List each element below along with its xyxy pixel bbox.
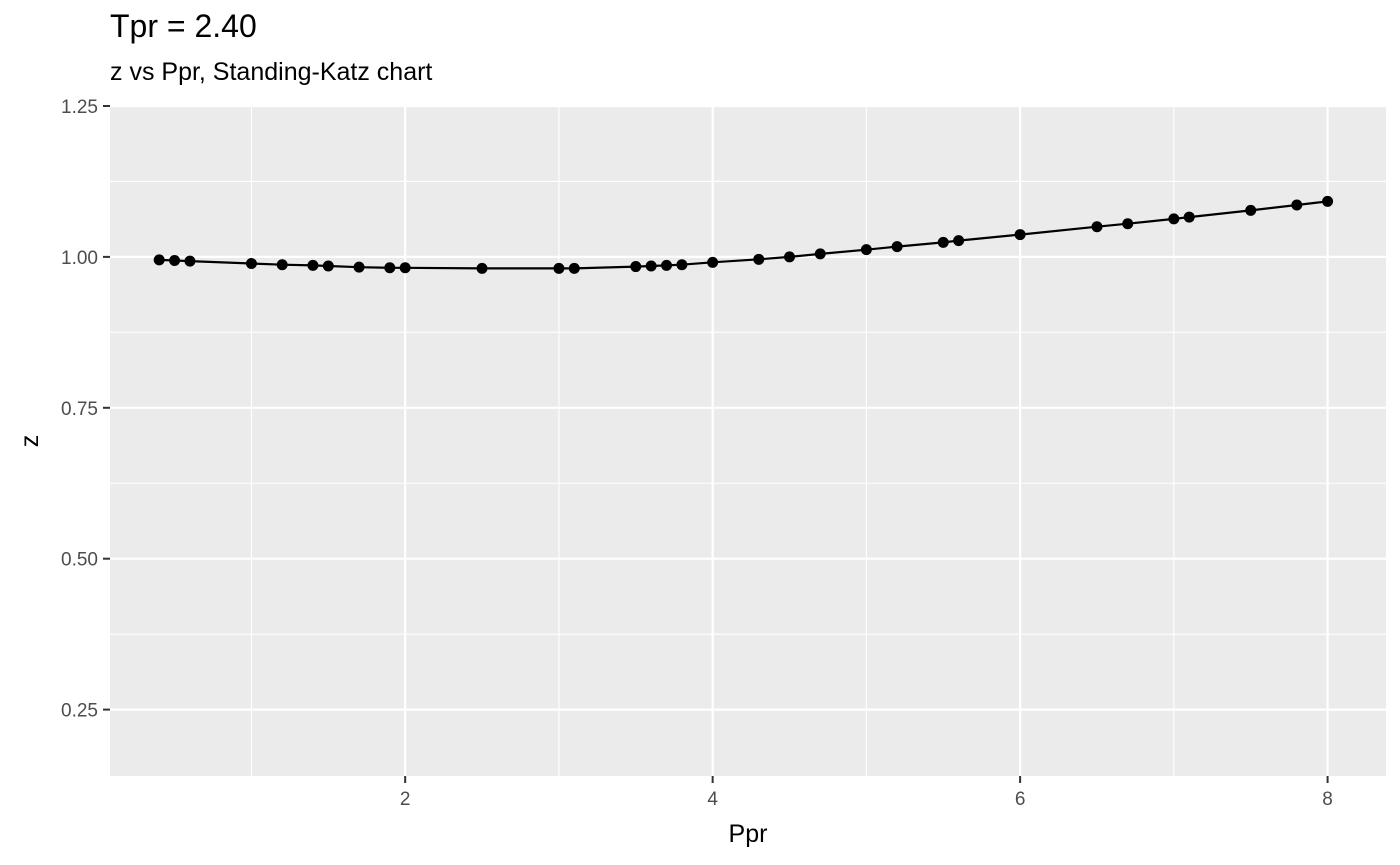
data-point (1014, 229, 1026, 241)
plot-panel (110, 106, 1386, 776)
y-tick-label: 0.50 (61, 550, 98, 571)
data-point (1168, 213, 1180, 225)
x-tick-label: 2 (400, 789, 411, 810)
x-tick-label: 6 (1015, 789, 1026, 810)
data-point (399, 262, 411, 274)
data-points (153, 195, 1334, 274)
data-point (276, 259, 288, 271)
data-point (307, 259, 319, 271)
data-point (891, 241, 903, 253)
y-tick-label: 0.75 (61, 399, 98, 420)
data-point (630, 261, 642, 273)
grid-minor (110, 106, 1386, 776)
data-point (645, 260, 657, 272)
x-tick-label: 4 (707, 789, 718, 810)
data-point (476, 262, 488, 274)
data-point (1122, 218, 1134, 230)
data-point (184, 255, 196, 267)
data-point (707, 256, 719, 268)
tick-labels: 2 4 6 8 0.25 0.50 0.75 1.00 1.25 (61, 97, 1333, 810)
data-point (245, 258, 257, 270)
chart-title: Tpr = 2.40 (110, 8, 257, 44)
data-point (1091, 221, 1103, 233)
data-point (860, 244, 872, 256)
grid-major (110, 104, 1386, 776)
axis-ticks (103, 105, 1329, 783)
data-point (1183, 211, 1195, 223)
data-point (676, 259, 688, 271)
data-point (1322, 195, 1334, 207)
data-point (784, 251, 796, 263)
data-point (553, 262, 565, 274)
data-point (322, 260, 334, 272)
y-tick-label: 0.25 (61, 701, 98, 722)
chart-subtitle: z vs Ppr, Standing-Katz chart (110, 58, 433, 86)
data-point (1245, 204, 1257, 216)
y-axis-title: z (16, 435, 44, 448)
x-axis-title: Ppr (729, 820, 768, 848)
x-tick-label: 8 (1322, 789, 1333, 810)
data-point (661, 259, 673, 271)
data-point (568, 262, 580, 274)
data-point (153, 254, 165, 266)
data-point (1291, 199, 1303, 211)
data-point (937, 236, 949, 248)
y-tick-label: 1.25 (61, 97, 98, 118)
data-point (953, 235, 965, 247)
data-point (169, 255, 181, 267)
data-point (814, 248, 826, 260)
data-point (753, 253, 765, 265)
data-point (353, 261, 365, 273)
data-point (384, 262, 396, 274)
y-tick-label: 1.00 (61, 248, 98, 269)
